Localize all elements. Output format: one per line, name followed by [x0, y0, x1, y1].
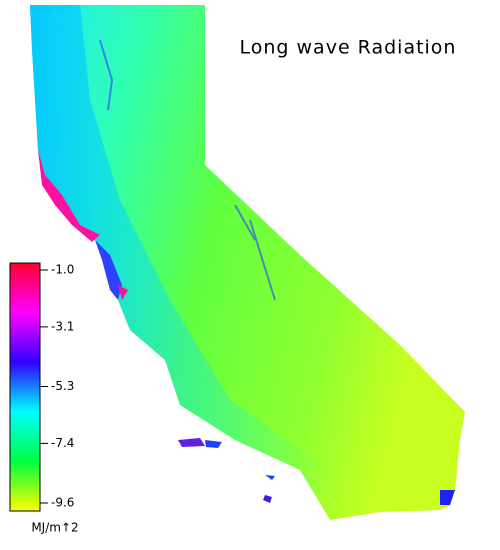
tick-label: -9.6 [51, 496, 74, 510]
california [30, 5, 465, 520]
color-scale-unit: MJ/m↑2 [31, 521, 78, 535]
map-title: Long wave Radiation [240, 37, 457, 59]
color-scale [9, 262, 41, 512]
tick-label: -3.1 [51, 319, 74, 333]
tick-label: -5.3 [51, 379, 74, 393]
tick-label: -1.0 [51, 263, 74, 277]
tick-label: -7.4 [51, 436, 74, 450]
